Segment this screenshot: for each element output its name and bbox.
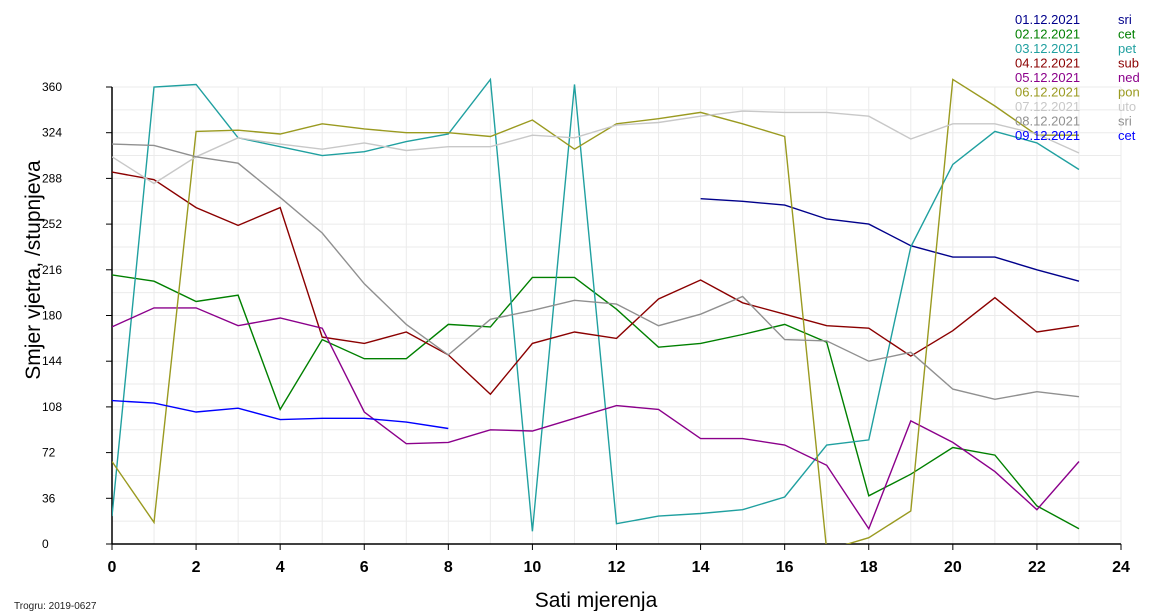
legend-date: 04.12.2021 xyxy=(1015,56,1080,71)
x-axis-title: Sati mjerenja xyxy=(535,589,658,611)
x-tick-label: 20 xyxy=(944,559,962,576)
x-tick-label: 22 xyxy=(1028,559,1046,576)
x-tick-labels: 0 2 4 6 8 10 12 14 16 18 20 22 24 xyxy=(108,544,1130,576)
y-tick-label: 144 xyxy=(42,354,62,368)
footer-note: Trogru: 2019-0627 xyxy=(14,601,97,611)
x-tick-label: 24 xyxy=(1112,559,1130,576)
x-tick-label: 6 xyxy=(360,559,369,576)
grid-lines xyxy=(111,86,1122,545)
y-tick-label: 324 xyxy=(42,126,62,140)
y-tick-label: 360 xyxy=(42,80,62,94)
legend-day: sri xyxy=(1118,114,1132,129)
x-tick-label: 2 xyxy=(192,559,201,576)
legend-day: ned xyxy=(1118,70,1140,85)
legend-day: sri xyxy=(1118,12,1132,27)
y-tick-label: 288 xyxy=(42,171,62,185)
series-line xyxy=(112,143,1080,401)
x-tick-label: 12 xyxy=(608,559,626,576)
legend-date: 05.12.2021 xyxy=(1015,70,1080,85)
x-tick-label: 4 xyxy=(276,559,285,576)
x-tick-label: 0 xyxy=(108,559,117,576)
legend-date: 02.12.2021 xyxy=(1015,27,1080,42)
y-tick-label: 72 xyxy=(42,446,56,460)
y-tick-labels: 0 36 72 108 144 180 216 252 288 324 360 xyxy=(42,80,112,551)
series-line xyxy=(700,198,1080,282)
series-line xyxy=(112,399,449,430)
legend-date: 01.12.2021 xyxy=(1015,12,1080,27)
legend-day: pon xyxy=(1118,85,1140,100)
series-line xyxy=(112,171,1080,396)
series-line xyxy=(112,78,1079,544)
x-tick-label: 8 xyxy=(444,559,453,576)
legend-date: 03.12.2021 xyxy=(1015,41,1080,56)
y-tick-label: 180 xyxy=(42,309,62,323)
legend-day: cet xyxy=(1118,128,1136,143)
series-lines xyxy=(112,77,1080,544)
legend-date: 08.12.2021 xyxy=(1015,114,1080,129)
y-tick-label: 108 xyxy=(42,400,62,414)
legend-date: 09.12.2021 xyxy=(1015,128,1080,143)
x-tick-label: 10 xyxy=(524,559,542,576)
y-tick-label: 216 xyxy=(42,263,62,277)
series-line xyxy=(112,77,1080,532)
y-tick-label: 252 xyxy=(42,217,62,231)
series-line xyxy=(112,110,1080,185)
legend-date: 06.12.2021 xyxy=(1015,85,1080,100)
series-line xyxy=(112,307,1080,531)
x-tick-label: 18 xyxy=(860,559,878,576)
x-tick-label: 16 xyxy=(776,559,794,576)
legend-day: uto xyxy=(1118,99,1136,114)
x-tick-label: 14 xyxy=(692,559,710,576)
y-tick-label: 0 xyxy=(42,537,49,551)
legend-day: cet xyxy=(1118,27,1136,42)
y-tick-label: 36 xyxy=(42,491,56,505)
legend-day: sub xyxy=(1118,56,1139,71)
legend-day: pet xyxy=(1118,41,1136,56)
y-axis-title: Smjer vjetra, /stupnjeva xyxy=(22,160,45,380)
legend-date: 07.12.2021 xyxy=(1015,99,1080,114)
series-line xyxy=(112,274,1080,530)
legend: 01.12.2021 sri 02.12.2021 cet 03.12.2021 pet 0… xyxy=(1015,12,1140,143)
